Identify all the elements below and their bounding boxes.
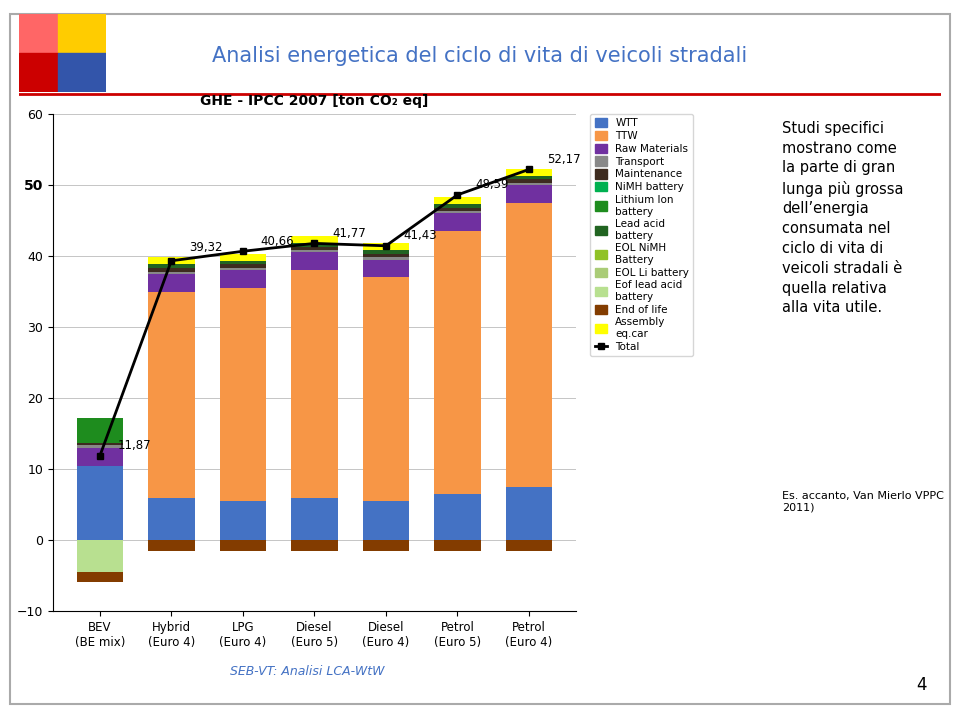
Bar	[77, 443, 123, 445]
Bar	[363, 277, 409, 501]
Bar	[363, 243, 409, 250]
Bar	[291, 250, 338, 252]
Bar	[363, 257, 409, 260]
Text: 41,77: 41,77	[332, 227, 366, 240]
Bar	[506, 183, 552, 185]
Text: Es. accanto, Van Mierlo VPPC
2011): Es. accanto, Van Mierlo VPPC 2011)	[782, 491, 945, 512]
Bar	[434, 213, 481, 231]
Bar	[506, 169, 552, 176]
Bar	[363, 501, 409, 540]
Bar	[58, 14, 106, 53]
Bar	[77, 540, 123, 572]
Bar	[434, 211, 481, 213]
Bar	[148, 292, 195, 498]
Bar	[506, 540, 552, 551]
Bar	[148, 264, 195, 268]
Text: Analisi energetica del ciclo di vita di veicoli stradali: Analisi energetica del ciclo di vita di …	[212, 46, 748, 66]
Bar	[434, 231, 481, 494]
Bar	[434, 197, 481, 204]
Bar	[291, 243, 338, 247]
Bar	[434, 494, 481, 540]
Bar	[506, 179, 552, 183]
Text: 4: 4	[916, 675, 926, 694]
Bar	[434, 540, 481, 551]
Bar	[19, 53, 58, 92]
Bar	[291, 270, 338, 498]
Bar	[506, 185, 552, 203]
Bar	[77, 466, 123, 540]
Bar	[58, 53, 106, 92]
Text: 39,32: 39,32	[189, 241, 223, 254]
Bar	[77, 572, 123, 582]
Bar	[291, 540, 338, 551]
Bar	[77, 448, 123, 466]
Bar	[220, 264, 266, 268]
Text: Studi specifici
mostrano come
la parte di gran
lunga più grossa
dell’energia
con: Studi specifici mostrano come la parte d…	[782, 121, 904, 316]
Legend: WTT, TTW, Raw Materials, Transport, Maintenance, NiMH battery, Lithium Ion
batte: WTT, TTW, Raw Materials, Transport, Main…	[590, 114, 693, 356]
Bar	[220, 261, 266, 264]
Text: 40,66: 40,66	[261, 235, 295, 247]
Bar	[434, 204, 481, 208]
Bar	[220, 268, 266, 270]
Bar	[220, 501, 266, 540]
Bar	[363, 540, 409, 551]
Bar	[148, 274, 195, 292]
Bar	[363, 260, 409, 277]
Bar	[220, 288, 266, 501]
Bar	[148, 498, 195, 540]
Bar	[220, 540, 266, 551]
FancyBboxPatch shape	[10, 14, 950, 704]
Bar	[291, 236, 338, 243]
Bar	[434, 208, 481, 211]
Bar	[220, 254, 266, 261]
Bar	[148, 268, 195, 272]
Bar	[506, 203, 552, 487]
Text: 52,17: 52,17	[547, 153, 581, 166]
Bar	[220, 270, 266, 288]
Bar	[19, 14, 58, 53]
Bar	[291, 498, 338, 540]
Bar	[291, 247, 338, 250]
Bar	[148, 272, 195, 274]
Bar	[506, 487, 552, 540]
Bar	[363, 254, 409, 257]
Text: SEB-VT: Analisi LCA-WtW: SEB-VT: Analisi LCA-WtW	[230, 665, 384, 678]
Text: 48,59: 48,59	[475, 178, 509, 191]
Title: GHE - IPCC 2007 [ton CO₂ eq]: GHE - IPCC 2007 [ton CO₂ eq]	[201, 95, 428, 108]
Bar	[148, 257, 195, 264]
Text: 11,87: 11,87	[118, 439, 152, 452]
Text: 41,43: 41,43	[404, 229, 438, 242]
Bar	[77, 445, 123, 448]
Bar	[148, 540, 195, 551]
Bar	[506, 176, 552, 179]
Bar	[363, 250, 409, 254]
Bar	[291, 252, 338, 270]
Bar	[77, 418, 123, 443]
